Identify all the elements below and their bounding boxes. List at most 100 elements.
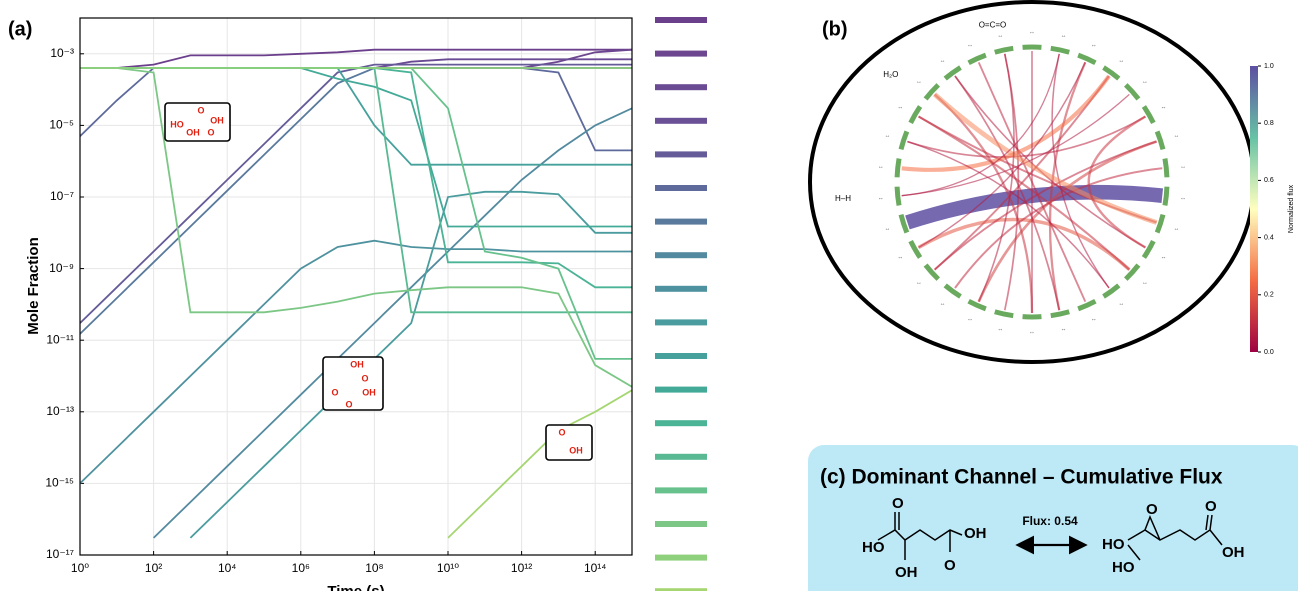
y-tick-label: 10⁻¹⁵ (45, 476, 74, 490)
legend-swatch (655, 84, 707, 90)
annotation-atom: OH (362, 387, 376, 397)
y-tick-label: 10⁻⁵ (49, 118, 74, 132)
legend-swatch (655, 487, 707, 493)
atom-label: OH (964, 525, 987, 542)
y-tick-label: 10⁻¹¹ (46, 332, 74, 346)
page: (a) Time (s) Mole Fraction (b) Normalize… (0, 0, 1298, 591)
node-arrow: ↔ (878, 195, 884, 201)
node-label: H₂O (883, 70, 898, 79)
x-tick-label: 10¹⁰ (437, 561, 459, 575)
node-arrow: ↔ (916, 280, 922, 286)
node-arc (897, 187, 899, 206)
legend-swatch (655, 387, 707, 393)
node-arc (1144, 241, 1153, 257)
x-tick-label: 10² (145, 561, 162, 575)
atom-label: HO (1102, 536, 1125, 553)
node-arrow: ↔ (1061, 33, 1067, 39)
legend-swatch (655, 219, 707, 225)
node-arrow: ↔ (878, 164, 884, 170)
node-arrow: ↔ (967, 317, 973, 323)
node-label: O=C=O (979, 21, 1007, 30)
chord-link (902, 54, 1060, 196)
legend-swatch (655, 185, 707, 191)
node-arrow: ↔ (1061, 326, 1067, 332)
atom-label: O (944, 557, 956, 574)
node-arrow: ↔ (1091, 43, 1097, 49)
x-tick-label: 10⁴ (218, 561, 237, 575)
colorbar-tick-label: 0.6 (1264, 177, 1274, 184)
atom-label: HO (862, 539, 885, 556)
node-arrow: ↔ (897, 255, 903, 261)
node-arc (901, 131, 907, 149)
legend-swatch (655, 252, 707, 258)
colorbar-label: Normalized flux (1288, 184, 1295, 233)
node-arc (969, 301, 986, 309)
legend-swatch (655, 286, 707, 292)
legend-swatch (655, 151, 707, 157)
node-arc (969, 55, 986, 63)
node-arrow: ↔ (1161, 105, 1167, 111)
plot-area (80, 18, 632, 555)
node-arrow: ↔ (1091, 317, 1097, 323)
node-arrow: ↔ (1142, 79, 1148, 85)
annotation-atom: OH (569, 445, 583, 455)
annotation-atom: OH (350, 359, 364, 369)
node-arrow: ↔ (897, 105, 903, 111)
node-arc (897, 159, 899, 178)
atom-label: OH (1222, 544, 1245, 561)
flux-label: Flux: 0.54 (1022, 514, 1078, 528)
x-tick-label: 10¹⁴ (584, 561, 607, 575)
node-arrow: ↔ (1174, 226, 1180, 232)
legend-swatch (655, 118, 707, 124)
panel-label: (b) (822, 18, 848, 40)
colorbar-tick-label: 0.0 (1264, 349, 1274, 356)
node-arrow: ↔ (884, 226, 890, 232)
figure: (a) Time (s) Mole Fraction (b) Normalize… (0, 0, 1298, 591)
atom-label: O (1146, 501, 1158, 518)
node-arrow: ↔ (1118, 301, 1124, 307)
atom-label: HO (1112, 559, 1135, 576)
node-arrow: ↔ (1029, 330, 1035, 336)
node-arc (911, 106, 920, 122)
annotation-atom: O (361, 373, 368, 383)
x-tick-label: 10⁸ (365, 561, 383, 575)
y-tick-label: 10⁻⁹ (49, 261, 74, 275)
node-arc (1126, 85, 1139, 99)
node-label: H–H (835, 194, 851, 203)
annotation-atom: O (331, 387, 338, 397)
legend-swatch (655, 319, 707, 325)
legend-swatch (655, 521, 707, 527)
node-arrow: ↔ (916, 79, 922, 85)
node-arrow: ↔ (1142, 280, 1148, 286)
node-arc (945, 68, 960, 79)
legend-swatch (655, 555, 707, 561)
annotation-atom: HO (170, 119, 184, 129)
colorbar-tick-label: 0.2 (1264, 292, 1274, 299)
atom-label: O (892, 495, 904, 512)
chord-link (907, 117, 1145, 157)
panel-c-title: (c) Dominant Channel – Cumulative Flux (820, 466, 1223, 489)
annotation-atom: OH (210, 115, 224, 125)
annotation-atom: O (197, 105, 204, 115)
node-arrow: ↔ (940, 58, 946, 64)
legend-swatch (655, 454, 707, 460)
annotation-atom: OH (186, 127, 200, 137)
y-tick-label: 10⁻⁷ (50, 189, 74, 203)
node-arc (1051, 48, 1069, 52)
node-arc (1165, 159, 1167, 178)
node-arrow: ↔ (997, 33, 1003, 39)
colorbar-tick-label: 1.0 (1264, 63, 1274, 70)
node-arc (1051, 312, 1069, 316)
node-arrow: ↔ (884, 133, 890, 139)
panel-label: (a) (8, 18, 32, 40)
node-arc (995, 312, 1013, 316)
node-arc (1157, 131, 1163, 149)
node-arc (995, 48, 1013, 52)
y-tick-label: 10⁻¹³ (46, 404, 74, 418)
node-arrow: ↔ (997, 326, 1003, 332)
node-arrow: ↔ (1118, 58, 1124, 64)
node-arc (1165, 187, 1167, 206)
node-arc (1078, 301, 1095, 309)
node-arc (1144, 106, 1153, 122)
atom-label: OH (895, 564, 918, 581)
